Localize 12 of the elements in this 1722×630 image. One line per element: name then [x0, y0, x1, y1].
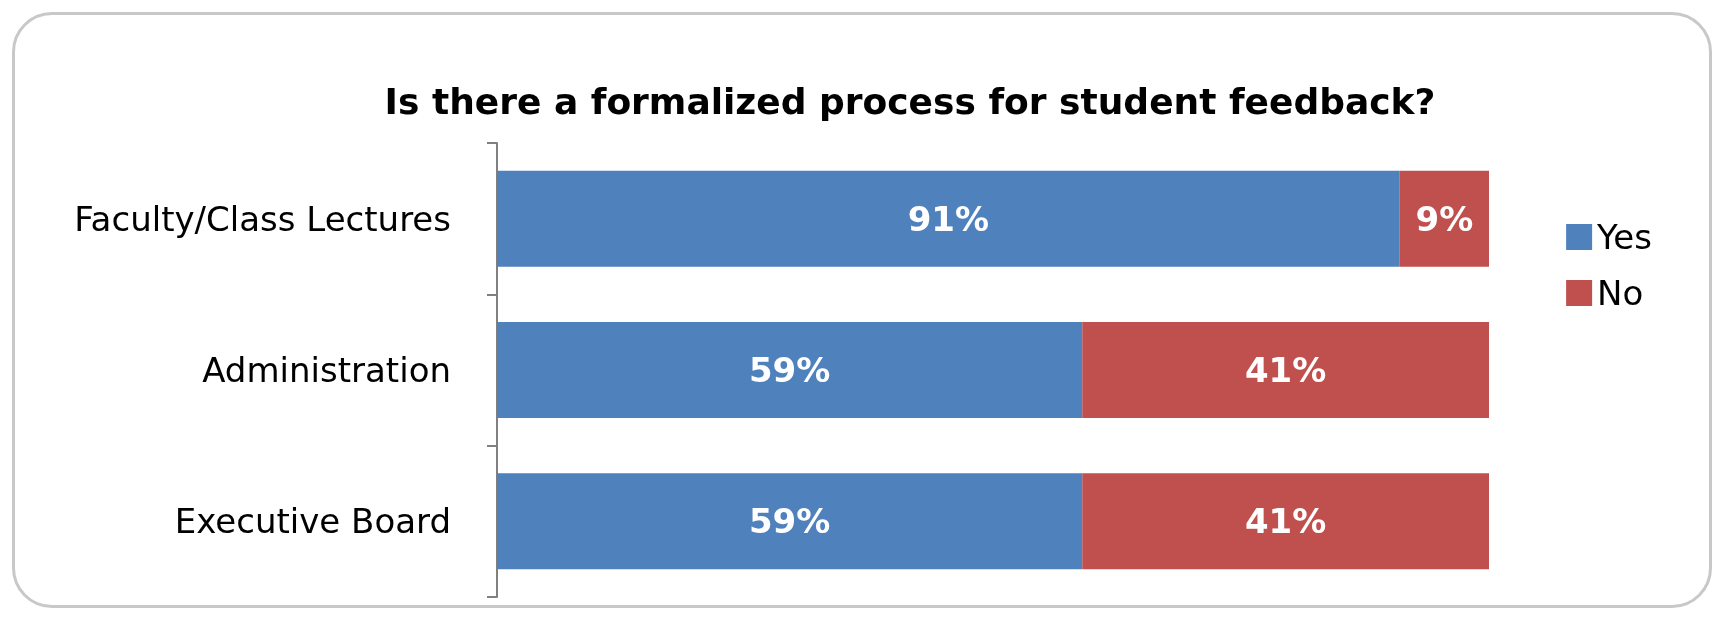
data-label: 59% — [748, 501, 831, 542]
data-label: 59% — [748, 350, 831, 390]
data-label: 41% — [1244, 350, 1327, 390]
legend-label: Yes — [1596, 217, 1653, 257]
legend-label: No — [1597, 273, 1644, 313]
y-tick-label: Executive Board — [174, 501, 451, 542]
data-label: 9% — [1415, 198, 1474, 239]
data-label: 41% — [1244, 501, 1327, 542]
y-tick-label: Faculty/Class Lectures — [74, 198, 451, 239]
chart-title: Is there a formalized process for student feedback? — [384, 80, 1436, 122]
y-tick-label: Administration — [202, 350, 451, 390]
data-label: 91% — [907, 198, 990, 239]
